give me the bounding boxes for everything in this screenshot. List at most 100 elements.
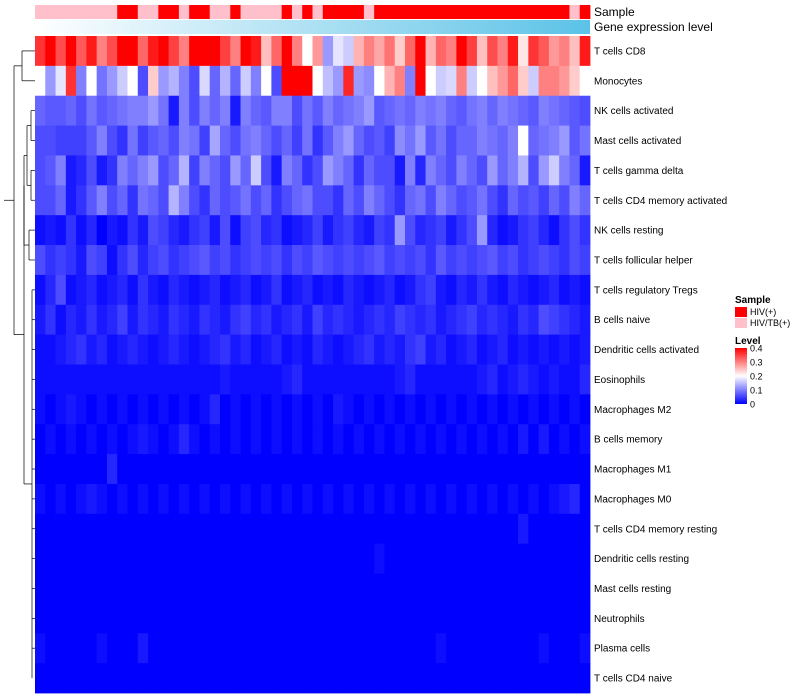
heatmap-cell — [86, 334, 98, 365]
heatmap-cell — [415, 304, 426, 336]
heatmap-cell — [209, 334, 221, 365]
heatmap-cell — [579, 334, 591, 365]
heatmap-cell — [487, 513, 498, 545]
sample-annotation-bar — [35, 5, 591, 19]
sample-annotation-cell — [487, 5, 498, 19]
heatmap-cell — [117, 274, 128, 306]
heatmap-cell — [528, 155, 540, 186]
sample-annotation-cell — [199, 5, 211, 19]
heatmap-cell — [435, 364, 447, 395]
heatmap-cell — [435, 304, 447, 336]
heatmap-cell — [250, 513, 262, 545]
heatmap-cell — [137, 185, 149, 216]
heatmap-cell — [487, 483, 498, 515]
heatmap-cell — [240, 304, 252, 336]
heatmap-cell — [127, 274, 139, 306]
heatmap-cell — [261, 543, 272, 574]
heatmap-cell — [487, 603, 498, 634]
heatmap-cell — [528, 454, 540, 485]
heatmap-cell — [106, 185, 118, 216]
heatmap-cell — [35, 155, 46, 186]
heatmap-cell — [137, 36, 149, 67]
heatmap-cell — [528, 483, 540, 515]
heatmap-cell — [405, 334, 416, 365]
heatmap-cell — [466, 364, 478, 395]
heatmap-cell — [302, 394, 313, 425]
sample-annotation-cell — [548, 5, 560, 19]
heatmap-cell — [230, 364, 241, 395]
heatmap-cell — [281, 245, 293, 276]
heatmap-cell — [86, 155, 98, 186]
heatmap-cell — [117, 633, 128, 664]
heatmap-cell — [240, 155, 252, 186]
heatmap-cell — [569, 513, 581, 545]
heatmap-cell — [189, 394, 200, 425]
heatmap-cell — [261, 65, 272, 97]
heatmap-cell — [384, 424, 396, 455]
heatmap-cell — [518, 245, 529, 276]
heatmap-cell — [220, 663, 231, 694]
heatmap-cell — [559, 36, 570, 67]
heatmap-cell — [353, 513, 365, 545]
heatmap-cell — [548, 334, 560, 365]
heatmap-cell — [435, 274, 447, 306]
heatmap-cell — [127, 543, 139, 574]
legend-sample-items: HIV(+)HIV/TB(+) — [735, 307, 790, 328]
heatmap-cell — [35, 215, 46, 246]
heatmap-cell — [261, 36, 272, 67]
heatmap-cell — [353, 573, 365, 604]
heatmap-cell — [446, 603, 457, 634]
heatmap-cell — [76, 483, 87, 515]
heatmap-cell — [199, 185, 211, 216]
heatmap-cell — [76, 65, 87, 97]
row-label: T cells CD8 — [594, 46, 646, 57]
heatmap-cell — [394, 274, 406, 306]
heatmap-cell — [291, 483, 303, 515]
heatmap-cell — [96, 215, 108, 246]
heatmap-cell — [117, 125, 128, 156]
heatmap-cell — [158, 125, 170, 156]
heatmap-cell — [538, 573, 550, 604]
heatmap-cell — [384, 245, 396, 276]
legend-level-tick: 0.3 — [750, 358, 763, 368]
heatmap-cell — [35, 245, 46, 276]
heatmap-cell — [353, 304, 365, 336]
heatmap-cell — [466, 573, 478, 604]
heatmap-cell — [394, 394, 406, 425]
heatmap-cell — [230, 483, 241, 515]
row-label: Monocytes — [594, 76, 642, 87]
heatmap-cell — [466, 394, 478, 425]
sample-annotation-cell — [96, 5, 108, 19]
heatmap-cell — [148, 513, 159, 545]
heatmap-cell — [86, 573, 98, 604]
heatmap-cell — [528, 603, 540, 634]
heatmap-cell — [158, 663, 170, 694]
heatmap-cell — [343, 454, 355, 485]
heatmap-cell — [127, 513, 139, 545]
heatmap-cell — [559, 95, 570, 126]
sample-annotation-cell — [230, 5, 241, 19]
heatmap-cell — [291, 364, 303, 395]
heatmap-cell — [425, 663, 437, 694]
heatmap-cell — [487, 36, 498, 67]
heatmap-cell — [363, 543, 375, 574]
heatmap-cell — [76, 573, 87, 604]
heatmap-cell — [312, 573, 324, 604]
heatmap-cell — [302, 513, 313, 545]
heatmap-cell — [117, 483, 128, 515]
heatmap-cell — [271, 245, 283, 276]
sample-annotation-cell — [137, 5, 149, 19]
heatmap-cell — [55, 215, 67, 246]
heatmap-cell — [394, 65, 406, 97]
sample-annotation-cell — [148, 5, 159, 19]
heatmap-cell — [106, 155, 118, 186]
heatmap-cell — [137, 454, 149, 485]
heatmap-cell — [137, 245, 149, 276]
heatmap-cell — [117, 95, 128, 126]
heatmap-cell — [168, 483, 180, 515]
heatmap-cell — [76, 215, 87, 246]
heatmap-cell — [497, 663, 509, 694]
heatmap-cell — [507, 215, 519, 246]
heatmap-cell — [86, 245, 98, 276]
heatmap-cell — [148, 633, 159, 664]
